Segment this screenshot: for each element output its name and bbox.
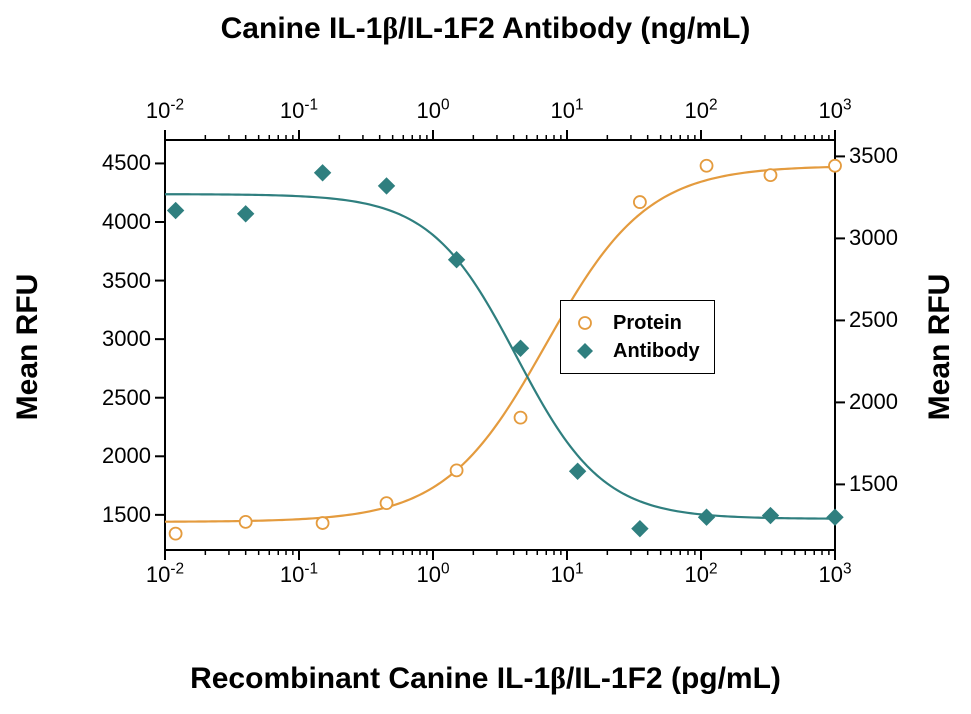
- legend-item-protein: Protein: [571, 309, 700, 337]
- y-left-tick-label: 4500: [102, 150, 151, 176]
- legend: ProteinAntibody: [560, 300, 715, 374]
- x-top-tick-label: 101: [537, 98, 597, 124]
- antibody-point: [238, 206, 254, 222]
- y-right-tick-label: 2500: [849, 307, 898, 333]
- chart-stage: { "layout": { "width": 971, "height": 71…: [0, 0, 971, 714]
- y-left-tick-label: 3000: [102, 326, 151, 352]
- legend-label: Protein: [613, 309, 682, 337]
- antibody-point: [762, 508, 778, 524]
- protein-point: [829, 160, 841, 172]
- antibody-point: [379, 178, 395, 194]
- antibody-point: [168, 203, 184, 219]
- x-top-tick-label: 102: [671, 98, 731, 124]
- x-bottom-tick-label: 102: [671, 562, 731, 588]
- antibody-point: [827, 509, 843, 525]
- protein-point: [764, 169, 776, 181]
- antibody-point: [632, 521, 648, 537]
- protein-point: [451, 464, 463, 476]
- y-right-tick-label: 3500: [849, 143, 898, 169]
- legend-swatch: [571, 341, 599, 361]
- y-right-tick-label: 1500: [849, 471, 898, 497]
- protein-point: [170, 528, 182, 540]
- y-left-tick-label: 2500: [102, 385, 151, 411]
- protein-point: [381, 497, 393, 509]
- x-bottom-tick-label: 10-1: [269, 562, 329, 588]
- legend-label: Antibody: [613, 337, 700, 365]
- y-right-tick-label: 2000: [849, 389, 898, 415]
- x-bottom-tick-label: 101: [537, 562, 597, 588]
- legend-swatch: [571, 313, 599, 333]
- y-left-tick-label: 3500: [102, 268, 151, 294]
- x-top-tick-label: 10-2: [135, 98, 195, 124]
- x-bottom-tick-label: 103: [805, 562, 865, 588]
- legend-item-antibody: Antibody: [571, 337, 700, 365]
- protein-point: [317, 517, 329, 529]
- y-left-tick-label: 1500: [102, 502, 151, 528]
- antibody-point: [570, 463, 586, 479]
- curve: [165, 194, 835, 518]
- protein-point: [240, 516, 252, 528]
- x-top-tick-label: 10-1: [269, 98, 329, 124]
- protein-point: [634, 196, 646, 208]
- protein-point: [701, 160, 713, 172]
- x-top-tick-label: 100: [403, 98, 463, 124]
- antibody-point: [315, 165, 331, 181]
- x-bottom-tick-label: 100: [403, 562, 463, 588]
- y-left-tick-label: 2000: [102, 443, 151, 469]
- x-top-tick-label: 103: [805, 98, 865, 124]
- protein-point: [515, 412, 527, 424]
- antibody-point: [699, 509, 715, 525]
- curve: [165, 167, 835, 522]
- y-right-tick-label: 3000: [849, 225, 898, 251]
- y-left-tick-label: 4000: [102, 209, 151, 235]
- x-bottom-tick-label: 10-2: [135, 562, 195, 588]
